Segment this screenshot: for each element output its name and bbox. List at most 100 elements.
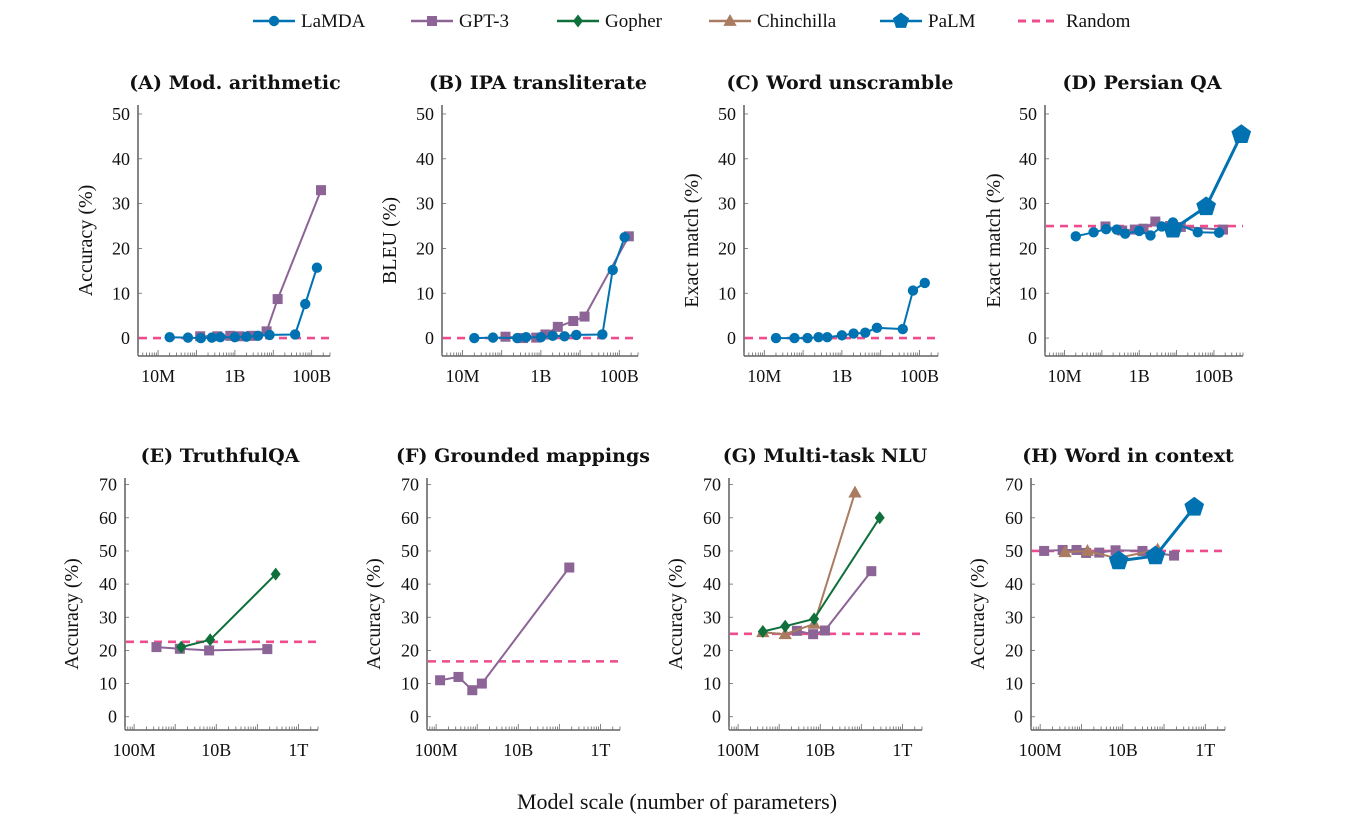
data-point-lamda (1088, 227, 1099, 238)
legend-item-chinchilla: Chinchilla (709, 11, 837, 32)
series-line-lamda (169, 267, 318, 340)
y-tick-label: 30 (401, 607, 419, 627)
panel-h: (H) Word in context 0 10 20 30 40 50 60 70 100M 10… (967, 445, 1234, 760)
y-tick-label: 40 (703, 574, 721, 594)
data-point-palm (1196, 196, 1216, 216)
data-point-gpt3 (316, 185, 327, 196)
data-point-chinchilla (778, 627, 792, 640)
y-tick-label: 50 (703, 541, 721, 561)
data-point-lamda (1100, 223, 1112, 235)
data-point-lamda (848, 328, 859, 339)
x-tick-label: 1B (530, 366, 551, 386)
y-tick-label: 60 (401, 508, 419, 528)
data-point-lamda (813, 331, 824, 343)
data-point-gpt3 (1071, 544, 1082, 555)
data-point-lamda (770, 332, 782, 344)
data-point-lamda (1213, 227, 1225, 238)
data-point-lamda (487, 332, 499, 343)
series-gopher (176, 567, 281, 654)
y-tick-label: 40 (718, 149, 736, 169)
data-point-gpt3 (262, 644, 273, 655)
data-point-gpt3 (564, 562, 575, 573)
legend-label-gpt3: GPT-3 (459, 11, 509, 32)
series-line-lamda (474, 236, 626, 340)
panel-title: (B) IPA transliterate (429, 72, 647, 94)
data-point-lamda (860, 327, 871, 338)
x-tick-label: 1T (1195, 740, 1215, 760)
data-point-gopher (809, 612, 820, 626)
data-point-lamda (469, 332, 480, 344)
data-point-gopher (176, 640, 187, 654)
data-point-lamda (836, 330, 848, 341)
legend-item-palm: PaLM (880, 11, 976, 32)
data-point-chinchilla (1058, 545, 1072, 558)
y-tick-label: 0 (410, 707, 419, 727)
data-point-lamda (1111, 224, 1122, 235)
y-tick-label: 30 (99, 607, 117, 627)
data-point-lamda (229, 331, 241, 343)
data-point-lamda (1192, 227, 1204, 238)
legend-marker-gpt3 (427, 16, 437, 26)
data-point-palm (1145, 545, 1166, 565)
y-tick-label: 60 (1005, 508, 1023, 528)
x-tick-label: 1T (288, 740, 308, 760)
data-point-gpt3 (866, 566, 877, 577)
data-point-lamda (907, 285, 919, 296)
data-point-lamda (597, 329, 608, 340)
legend-marker-lamda (268, 15, 280, 27)
y-tick-label: 10 (718, 283, 736, 303)
y-tick-label: 10 (416, 283, 434, 303)
data-point-lamda (1134, 225, 1145, 237)
y-tick-label: 0 (727, 328, 736, 348)
y-tick-label: 40 (416, 149, 434, 169)
data-point-lamda (1145, 230, 1156, 241)
data-point-palm (1184, 496, 1205, 516)
y-tick-label: 40 (1019, 149, 1037, 169)
x-tick-label: 10B (503, 740, 533, 760)
y-tick-label: 10 (112, 283, 130, 303)
series-gpt3 (435, 562, 575, 696)
data-point-gpt3 (552, 321, 563, 332)
y-tick-label: 60 (703, 508, 721, 528)
x-tick-label: 1T (892, 740, 912, 760)
series-lamda (770, 277, 930, 344)
y-tick-label: 20 (99, 640, 117, 660)
series-line-gpt3 (156, 646, 268, 652)
legend-label-gopher: Gopher (605, 11, 663, 32)
y-tick-label: 30 (1005, 607, 1023, 627)
data-point-lamda (1070, 231, 1081, 242)
y-tick-label: 20 (1019, 238, 1037, 258)
panel-b: (B) IPA transliterate 0 10 20 30 40 50 10M 1B 100… (379, 72, 647, 386)
y-axis-label: Exact match (%) (983, 173, 1005, 307)
y-axis-label: BLEU (%) (379, 197, 401, 284)
y-tick-label: 50 (112, 104, 130, 124)
series-line-gpt3 (439, 566, 571, 692)
data-point-lamda (535, 331, 547, 343)
y-tick-label: 20 (718, 238, 736, 258)
x-tick-label: 1B (1129, 366, 1150, 386)
x-tick-label: 1B (224, 366, 245, 386)
data-point-lamda (241, 331, 252, 342)
data-point-gopher (757, 625, 768, 639)
series-palm (1163, 124, 1252, 238)
y-tick-label: 70 (99, 475, 117, 495)
data-point-gpt3 (435, 675, 446, 686)
y-tick-label: 30 (112, 194, 130, 214)
legend-item-gpt3: GPT-3 (411, 11, 509, 32)
data-point-lamda (289, 329, 301, 340)
y-tick-label: 30 (1019, 194, 1037, 214)
data-point-gpt3 (1137, 545, 1148, 556)
data-point-lamda (571, 329, 582, 341)
y-tick-label: 20 (703, 640, 721, 660)
y-tick-label: 50 (416, 104, 434, 124)
panel-title: (C) Word unscramble (727, 72, 954, 94)
data-point-lamda (619, 232, 630, 243)
x-tick-label: 10B (201, 740, 231, 760)
y-tick-label: 0 (425, 328, 434, 348)
panel-title: (H) Word in context (1022, 445, 1234, 467)
y-tick-label: 70 (1005, 475, 1023, 495)
data-point-lamda (607, 264, 618, 276)
y-tick-label: 50 (718, 104, 736, 124)
data-point-gpt3 (476, 678, 487, 689)
data-point-lamda (547, 330, 558, 342)
